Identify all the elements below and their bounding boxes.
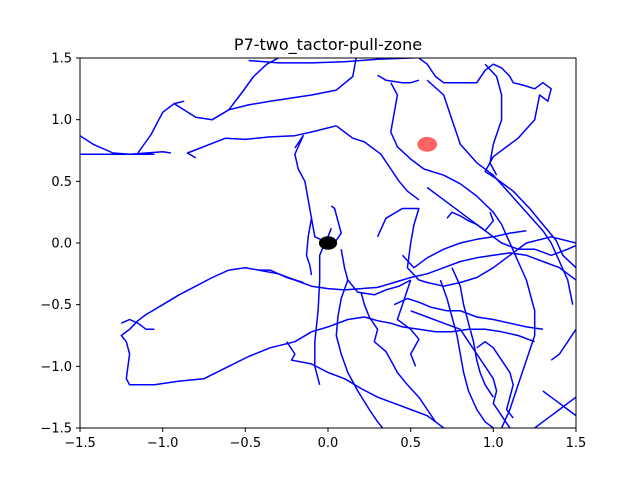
trajectory-line-7 [186,125,337,159]
x-tick-label: 0.5 [400,436,421,451]
trajectory-line-36 [534,396,576,428]
trajectory-line-30 [360,292,437,423]
trajectory-line-13 [340,249,412,296]
target-marker [417,136,438,152]
x-axis: −1.5 −1.0 −0.5 0.0 0.5 1.0 1.5 [64,428,586,451]
trajectory-line-33 [476,340,514,419]
start-marker [318,236,338,250]
x-tick-label: −1.5 [64,436,96,451]
trajectory-line-4 [173,58,357,121]
trajectory-line-9 [294,134,324,242]
trajectory-line-21 [484,63,503,176]
trajectory-line-37 [550,328,576,361]
trajectory-line-19 [377,74,420,84]
trajectory-line-18 [390,82,536,428]
trajectory-line-22 [446,211,495,232]
trajectory-line-28 [286,341,445,428]
trajectory-line-17 [418,58,576,269]
chart-title: P7-two_tactor-pull-zone [234,35,422,55]
trajectory-line-14 [396,279,420,367]
trajectory-line-27 [311,316,535,343]
x-tick-label: 0.0 [318,436,339,451]
y-tick-label: −1.5 [40,422,72,437]
x-tick-label: 1.0 [483,436,504,451]
trajectory-line-39 [393,297,544,331]
x-tick-label: −1.0 [147,436,179,451]
trajectory-line-16 [426,186,576,257]
y-tick-label: 1.5 [51,52,72,67]
trajectory-line-24 [129,266,304,330]
trajectory-line-12 [330,205,342,244]
trajectory-line-6 [248,58,432,64]
trajectory-line-20 [426,79,574,305]
x-tick-label: 1.5 [566,436,587,451]
trajectory-line-26 [120,318,155,331]
trajectory-line-23 [258,252,576,291]
trajectory-line-8 [335,125,420,201]
trajectory-line-29 [335,279,384,428]
trajectory-line-25 [120,328,312,386]
x-tick-label: −0.5 [230,436,262,451]
trajectory-line-31 [410,310,511,428]
y-axis: −1.5 −1.0 −0.5 0.0 0.5 1.0 1.5 [40,52,80,437]
trajectory-line-34 [439,279,494,428]
trajectory-line-35 [542,390,576,417]
trajectory-line-32 [451,267,494,398]
y-tick-label: 0.0 [51,237,72,252]
trajectory-line-38 [401,229,527,269]
y-tick-label: −1.0 [40,360,72,375]
y-tick-label: 1.0 [51,113,72,128]
y-tick-label: −0.5 [40,298,72,313]
y-tick-label: 0.5 [51,175,72,190]
trajectory-line-10 [305,218,313,276]
trajectory-line-15 [376,207,576,287]
marker-group [318,136,438,250]
trajectory-line-3 [137,100,185,154]
trajectory-series-group [80,58,576,428]
